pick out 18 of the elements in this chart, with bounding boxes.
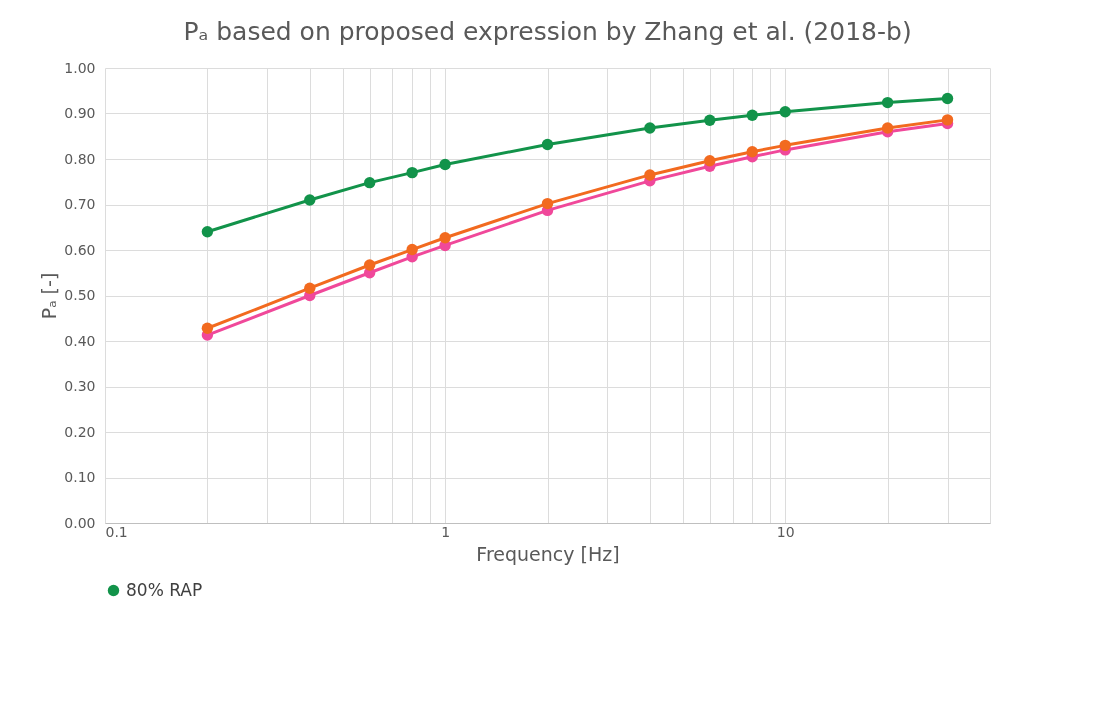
y-tick-label: 0.00 [64, 514, 96, 531]
legend-label: 80% RAP [126, 579, 203, 600]
y-tick-label: 0.60 [64, 241, 96, 258]
x-tick-label: 0.1 [105, 523, 128, 540]
chart-title: Pₐ based on proposed expression by Zhang et al. (2018-b) [183, 17, 912, 46]
y-tick-label: 0.90 [64, 105, 96, 121]
y-tick-label: 0.40 [64, 332, 96, 349]
y-tick-label: 1.00 [64, 59, 96, 76]
x-tick-label: 1 [441, 523, 451, 540]
x-tick-label: 10 [776, 523, 795, 540]
y-tick-label: 0.80 [64, 150, 96, 167]
y-tick-label: 0.10 [64, 469, 96, 485]
y-tick-label: 0.30 [64, 378, 96, 394]
y-tick-label: 0.50 [64, 287, 96, 303]
y-tick-label: 0.20 [64, 423, 96, 440]
y-axis-title: Pₐ [-] [38, 272, 61, 320]
x-axis-title: Frequency [Hz] [476, 542, 620, 565]
y-tick-label: 0.70 [64, 196, 96, 212]
